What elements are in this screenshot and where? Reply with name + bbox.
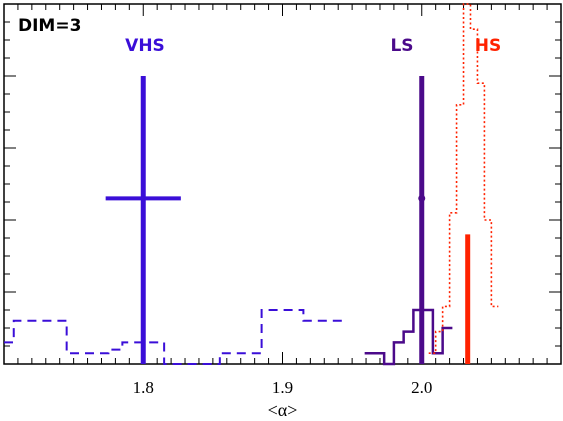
histogram-hs — [428, 3, 499, 354]
mean-point-ls — [418, 194, 426, 202]
minor-ticks — [4, 4, 561, 364]
marker-layer — [105, 76, 471, 364]
annotation-vhs: VHS — [125, 36, 165, 56]
annotation-layer: DIM=3 VHS LS HS — [18, 16, 501, 56]
annotation-dim: DIM=3 — [18, 16, 81, 36]
x-tick-label: 1.8 — [133, 378, 154, 397]
histogram-ls — [364, 308, 453, 366]
plot-area: 1.8 1.9 2.0 DIM=3 VHS LS HS — [3, 3, 562, 397]
annotation-ls: LS — [390, 36, 413, 56]
histogram-vhs — [4, 309, 346, 365]
x-tick-label: 2.0 — [411, 378, 432, 397]
annotation-hs: HS — [475, 36, 501, 56]
x-axis-label: <α> — [268, 400, 298, 420]
x-tick-label: 1.9 — [272, 378, 293, 397]
series-layer — [4, 3, 499, 366]
x-tick-labels: 1.8 1.9 2.0 — [133, 378, 433, 397]
